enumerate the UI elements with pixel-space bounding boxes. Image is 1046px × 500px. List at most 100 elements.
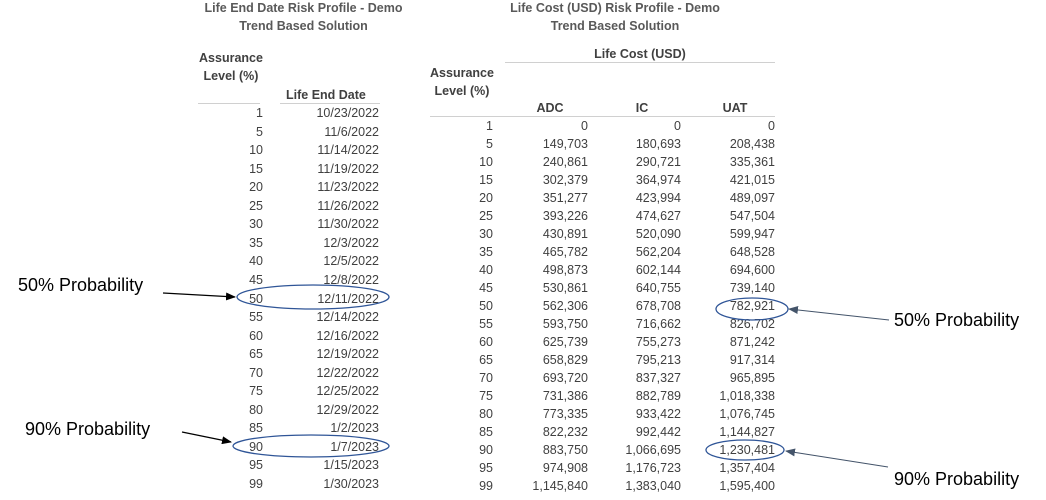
right-90-probability-label: 90% Probability (894, 469, 1020, 489)
adc-cost-cell: 974,908 (542, 461, 588, 475)
left-header-underline (198, 103, 260, 104)
assurance-level-cell: 25 (479, 209, 493, 223)
uat-cost-cell: 0 (768, 119, 775, 133)
assurance-level-cell: 70 (479, 371, 493, 385)
assurance-level-cell: 80 (249, 402, 263, 417)
ic-cost-cell: 992,442 (635, 425, 681, 439)
life-end-date-cell: 12/5/2022 (323, 254, 379, 269)
assurance-level-cell: 50 (479, 299, 493, 313)
ic-cost-cell: 795,213 (635, 353, 681, 367)
uat-cost-cell: 547,504 (729, 209, 775, 223)
life-end-date-cell: 12/22/2022 (316, 365, 379, 380)
assurance-level-cell: 75 (249, 384, 263, 399)
ic-cost-cell: 1,383,040 (625, 479, 681, 493)
life-end-date-cell: 12/3/2022 (323, 235, 379, 250)
adc-cost-cell: 351,277 (542, 191, 588, 205)
uat-cost-cell: 1,018,338 (719, 389, 775, 403)
assurance-level-cell: 95 (249, 458, 263, 473)
uat-cost-cell: 1,595,400 (719, 479, 775, 493)
life-end-date-cell: 11/23/2022 (317, 180, 379, 195)
uat-cost-cell: 489,097 (729, 191, 775, 205)
uat-cost-cell: 208,438 (729, 137, 775, 151)
adc-cost-cell: 465,782 (542, 245, 588, 259)
assurance-level-cell: 60 (249, 328, 263, 343)
assurance-level-cell: 40 (479, 263, 493, 277)
uat-cost-cell: 1,357,404 (719, 461, 775, 475)
uat-cost-cell: 739,140 (729, 281, 775, 295)
right-title-text: Life Cost (USD) Risk Profile - Demo Tren… (510, 1, 720, 33)
left-90-probability-label: 90% Probability (25, 419, 151, 439)
uat-cost-cell: 871,242 (729, 335, 775, 349)
assurance-level-cell: 20 (249, 180, 263, 195)
adc-cost-cell: 530,861 (542, 281, 588, 295)
adc-cost-cell: 731,386 (542, 389, 588, 403)
ic-cost-cell: 1,176,723 (625, 461, 681, 475)
assurance-level-cell: 40 (249, 254, 263, 269)
ic-cost-cell: 423,994 (635, 191, 681, 205)
uat-cost-cell: 648,528 (729, 245, 775, 259)
uat-cost-cell: 335,361 (729, 155, 775, 169)
left-assurance-header: Assurance Level (%) (199, 51, 263, 83)
adc-cost-cell: 1,145,840 (532, 479, 588, 493)
right-50-arrow (788, 306, 890, 321)
assurance-level-cell: 15 (249, 161, 263, 176)
ic-cost-cell: 933,422 (635, 407, 681, 421)
ic-cost-cell: 716,662 (635, 317, 681, 331)
ic-cost-cell: 755,273 (635, 335, 681, 349)
assurance-level-cell: 45 (479, 281, 493, 295)
life-end-date-cell: 12/29/2022 (316, 402, 379, 417)
right-group-header: Life Cost (USD) (594, 47, 686, 61)
life-end-date-cell: 12/11/2022 (317, 291, 379, 306)
ic-cost-cell: 640,755 (635, 281, 681, 295)
right-50-ellipse (715, 297, 789, 321)
left-50-probability-label: 50% Probability (18, 275, 144, 295)
right-group-underline (505, 62, 775, 63)
assurance-level-cell: 80 (479, 407, 493, 421)
left-table-title: Life End Date Risk Profile - Demo Trend … (196, 0, 411, 35)
adc-cost-cell: 498,873 (542, 263, 588, 277)
assurance-level-cell: 45 (249, 272, 263, 287)
uat-cost-cell: 1,076,745 (719, 407, 775, 421)
assurance-level-cell: 99 (249, 477, 263, 491)
uat-cost-cell: 599,947 (729, 227, 775, 241)
life-end-date-cell: 1/7/2023 (330, 439, 379, 454)
left-date-header: Life End Date (286, 88, 366, 102)
life-end-date-cell: 10/23/2022 (316, 106, 379, 120)
assurance-level-cell: 50 (249, 291, 263, 306)
assurance-level-cell: 99 (479, 479, 493, 493)
adc-cost-cell: 430,891 (542, 227, 588, 241)
adc-cost-cell: 240,861 (542, 155, 588, 169)
adc-cost-cell: 302,379 (542, 173, 588, 187)
life-end-date-cell: 12/8/2022 (323, 272, 379, 287)
ic-cost-cell: 678,708 (635, 299, 681, 313)
adc-cost-cell: 149,703 (542, 137, 588, 151)
life-end-date-cell: 12/19/2022 (316, 347, 379, 362)
adc-cost-cell: 693,720 (542, 371, 588, 385)
uat-cost-cell: 694,600 (729, 263, 775, 277)
left-title-text: Life End Date Risk Profile - Demo Trend … (204, 1, 403, 33)
uat-header: UAT (722, 101, 748, 115)
ic-cost-cell: 520,090 (635, 227, 681, 241)
life-end-date-cell: 11/26/2022 (317, 198, 379, 213)
assurance-level-cell: 35 (479, 245, 493, 259)
life-end-date-cell: 12/14/2022 (316, 310, 379, 325)
assurance-level-cell: 15 (479, 173, 493, 187)
right-header-underline (430, 116, 775, 117)
ic-cost-cell: 602,144 (635, 263, 681, 277)
assurance-level-cell: 20 (479, 191, 493, 205)
assurance-level-cell: 70 (249, 365, 263, 380)
assurance-level-cell: 10 (249, 143, 263, 158)
adc-cost-cell: 393,226 (542, 209, 588, 223)
assurance-level-cell: 85 (479, 425, 493, 439)
right-assurance-header: Assurance Level (%) (430, 66, 494, 98)
left-90-ellipse (232, 434, 390, 458)
assurance-level-cell: 85 (249, 421, 263, 436)
ic-cost-cell: 474,627 (635, 209, 681, 223)
life-end-date-cell: 11/19/2022 (317, 161, 379, 176)
right-90-ellipse (705, 439, 785, 461)
adc-cost-cell: 822,232 (542, 425, 588, 439)
left-header-underline-2 (280, 103, 380, 104)
adc-cost-cell: 883,750 (542, 443, 588, 457)
right-table-title: Life Cost (USD) Risk Profile - Demo Tren… (505, 0, 725, 35)
uat-cost-cell: 1,144,827 (719, 425, 775, 439)
